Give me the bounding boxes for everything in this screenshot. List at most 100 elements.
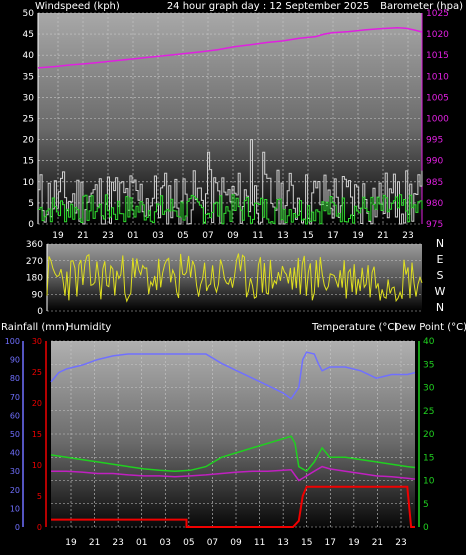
gust-series xyxy=(38,139,423,225)
barometer-tick-label: 1000 xyxy=(426,115,449,125)
humidity-tick-label: 100 xyxy=(5,337,20,346)
time-tick-label: 05 xyxy=(183,538,194,548)
chart-title: 24 hour graph day : 12 September 2025 xyxy=(167,1,369,12)
direction-tick-label: 180 xyxy=(26,274,43,284)
time-tick-label: 17 xyxy=(325,538,336,548)
direction-tick-label: 0 xyxy=(37,307,43,317)
windspeed-tick-label: 25 xyxy=(23,115,34,125)
time-tick-label: 21 xyxy=(89,538,100,548)
windspeed-tick-label: 0 xyxy=(28,220,34,230)
rainfall-series xyxy=(51,485,415,528)
temperature-axis-label: Temperature (°C) xyxy=(311,322,398,333)
barometer-tick-label: 1015 xyxy=(426,51,449,61)
time-tick-label: 21 xyxy=(377,231,388,241)
barometer-tick-label: 1020 xyxy=(426,30,449,40)
barometer-axis-label: Barometer (hpa) xyxy=(380,1,463,12)
direction-tick-label: 270 xyxy=(26,257,43,267)
rainfall-tick-label: 20 xyxy=(32,399,42,408)
windspeed-tick-label: 30 xyxy=(23,93,35,103)
time-tick-label: 11 xyxy=(254,538,265,548)
humidity-tick-label: 80 xyxy=(10,374,20,383)
dewpoint-axis-label: Dew Point (°C) xyxy=(394,322,466,333)
rainfall-axis-label: Rainfall (mm) xyxy=(1,322,69,333)
windspeed-tick-label: 20 xyxy=(23,136,35,146)
windspeed-axis-label: Windspeed (kph) xyxy=(35,1,120,12)
time-tick-label: 21 xyxy=(77,231,88,241)
time-tick-label: 01 xyxy=(136,538,147,548)
direction-tick-label: 360 xyxy=(26,240,43,250)
temperature-tick-label: 5 xyxy=(423,500,429,510)
humidity-series xyxy=(50,351,416,400)
temperature-tick-label: 35 xyxy=(423,360,434,370)
barometer-series xyxy=(37,27,423,69)
temperature-tick-label: 40 xyxy=(423,337,435,347)
time-tick-label: 07 xyxy=(207,538,218,548)
compass-label: S xyxy=(437,269,444,282)
time-tick-label: 19 xyxy=(65,538,77,548)
time-tick-label: 23 xyxy=(112,538,123,548)
windspeed-tick-label: 45 xyxy=(23,30,34,40)
humidity-tick-label: 10 xyxy=(10,504,20,513)
humidity-tick-label: 40 xyxy=(10,449,20,458)
time-tick-label: 03 xyxy=(152,231,163,241)
windspeed-tick-label: 35 xyxy=(23,72,34,82)
temperature-series xyxy=(50,435,416,473)
rainfall-tick-label: 15 xyxy=(32,430,42,439)
temperature-tick-label: 30 xyxy=(423,384,435,394)
humidity-tick-label: 30 xyxy=(10,467,20,476)
barometer-tick-label: 975 xyxy=(426,220,443,230)
humidity-tick-label: 50 xyxy=(10,430,20,439)
time-tick-label: 19 xyxy=(52,231,64,241)
temperature-tick-label: 10 xyxy=(423,477,435,487)
time-tick-label: 21 xyxy=(372,538,383,548)
time-tick-label: 19 xyxy=(352,231,364,241)
barometer-tick-label: 995 xyxy=(426,136,443,146)
time-tick-label: 17 xyxy=(327,231,338,241)
temperature-tick-label: 20 xyxy=(423,430,435,440)
compass-label: N xyxy=(436,301,444,314)
direction-tick-label: 90 xyxy=(32,290,44,300)
time-tick-label: 11 xyxy=(252,231,263,241)
windspeed-tick-label: 40 xyxy=(23,51,35,61)
barometer-tick-label: 985 xyxy=(426,178,443,188)
time-tick-label: 05 xyxy=(177,231,188,241)
compass-label: E xyxy=(437,253,444,266)
compass-label: N xyxy=(436,237,444,250)
rainfall-tick-label: 30 xyxy=(32,337,42,346)
humidity-tick-label: 90 xyxy=(10,356,20,365)
barometer-tick-label: 990 xyxy=(426,157,443,167)
barometer-tick-label: 1025 xyxy=(426,9,449,19)
time-tick-label: 09 xyxy=(230,538,242,548)
windspeed-tick-label: 15 xyxy=(23,157,34,167)
time-tick-label: 23 xyxy=(102,231,113,241)
temperature-tick-label: 25 xyxy=(423,407,434,417)
time-tick-label: 15 xyxy=(302,231,313,241)
rainfall-tick-label: 10 xyxy=(32,461,42,470)
windspeed-tick-label: 10 xyxy=(23,178,35,188)
windspeed-tick-label: 5 xyxy=(28,199,34,209)
rainfall-tick-label: 25 xyxy=(32,368,42,377)
barometer-tick-label: 1010 xyxy=(426,72,449,82)
windspeed-tick-label: 50 xyxy=(23,9,35,19)
rainfall-tick-label: 5 xyxy=(37,492,42,501)
time-tick-label: 13 xyxy=(277,231,288,241)
temperature-tick-label: 0 xyxy=(423,523,429,533)
time-tick-label: 01 xyxy=(127,231,138,241)
time-tick-label: 03 xyxy=(160,538,171,548)
wind-direction-series xyxy=(46,253,423,303)
compass-label: W xyxy=(435,285,446,298)
time-tick-label: 23 xyxy=(402,231,413,241)
humidity-tick-label: 60 xyxy=(10,411,20,420)
windspeed-series xyxy=(38,194,423,225)
time-tick-label: 07 xyxy=(202,231,213,241)
humidity-axis-label: Humidity xyxy=(66,322,111,333)
humidity-tick-label: 0 xyxy=(15,523,20,532)
humidity-tick-label: 20 xyxy=(10,486,20,495)
time-tick-label: 09 xyxy=(227,231,239,241)
dewpoint-series xyxy=(51,465,416,482)
humidity-tick-label: 70 xyxy=(10,393,20,402)
rainfall-tick-label: 0 xyxy=(37,523,42,532)
time-tick-label: 13 xyxy=(277,538,288,548)
time-tick-label: 15 xyxy=(301,538,312,548)
